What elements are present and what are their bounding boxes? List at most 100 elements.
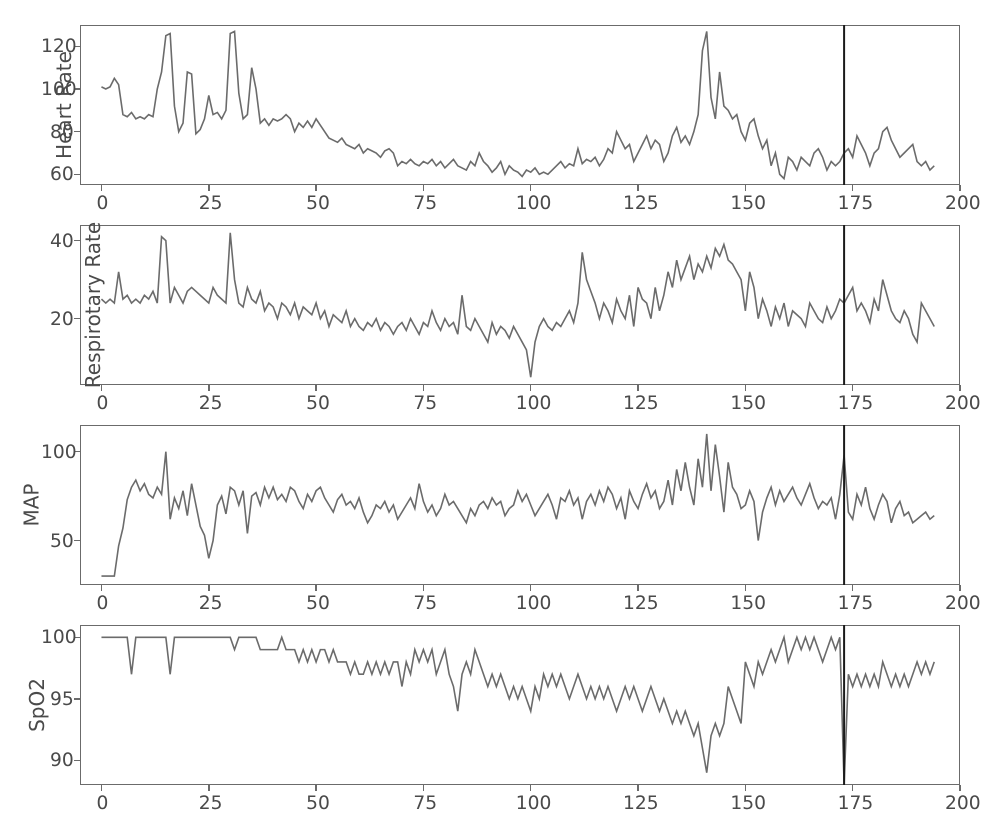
xtick-label: 200 [945,193,981,214]
xtick-label: 100 [516,393,552,414]
chart-svg [80,25,960,185]
xtick-mark [530,585,532,591]
xtick-mark [423,185,425,191]
xtick-mark [959,785,961,791]
xtick-mark [959,585,961,591]
xtick-mark [637,385,639,391]
data-line-spo2 [101,637,934,785]
ytick-label: 100 [41,79,77,100]
xtick-mark [208,585,210,591]
ytick-label: 100 [41,442,77,463]
xtick-label: 200 [945,593,981,614]
xtick-label: 100 [516,793,552,814]
ytick-label: 100 [41,627,77,648]
xtick-label: 50 [306,393,330,414]
xtick-mark [423,585,425,591]
ytick-label: 80 [50,122,74,143]
ytick-label: 90 [50,750,74,771]
xtick-mark [959,385,961,391]
ylabel-spo2: SpO2 [25,678,49,732]
xtick-label: 150 [730,593,766,614]
xtick-label: 0 [96,193,108,214]
xtick-mark [315,385,317,391]
ytick-label: 60 [50,164,74,185]
panel-spo2: SpO290951000255075100125150175200 [80,625,960,785]
xtick-mark [530,785,532,791]
xtick-label: 175 [838,793,874,814]
ytick-mark [74,240,80,242]
xtick-label: 25 [199,793,223,814]
xtick-label: 125 [623,393,659,414]
xtick-mark [101,185,103,191]
panel-map: MAP501000255075100125150175200 [80,425,960,585]
xtick-mark [423,385,425,391]
ytick-label: 120 [41,36,77,57]
xtick-label: 150 [730,193,766,214]
ytick-mark [74,131,80,133]
xtick-mark [637,585,639,591]
xtick-mark [852,785,854,791]
xtick-mark [745,185,747,191]
xtick-label: 75 [413,393,437,414]
ytick-label: 95 [50,689,74,710]
panel-respiratory-rate: Respirotary Rate204002550751001251501752… [80,225,960,385]
xtick-mark [208,785,210,791]
xtick-mark [101,385,103,391]
xtick-mark [315,185,317,191]
xtick-label: 0 [96,393,108,414]
xtick-mark [959,185,961,191]
xtick-label: 75 [413,793,437,814]
ytick-mark [74,760,80,762]
xtick-label: 100 [516,193,552,214]
xtick-mark [208,185,210,191]
xtick-label: 75 [413,593,437,614]
xtick-mark [745,385,747,391]
data-line-heart-rate [101,31,934,178]
xtick-label: 200 [945,793,981,814]
xtick-label: 125 [623,793,659,814]
xtick-label: 125 [623,593,659,614]
xtick-mark [852,585,854,591]
panel-heart-rate: Heart Rate608010012002550751001251501752… [80,25,960,185]
ytick-label: 20 [50,309,74,330]
xtick-mark [315,785,317,791]
xtick-label: 175 [838,593,874,614]
xtick-label: 200 [945,393,981,414]
xtick-mark [852,185,854,191]
xtick-label: 50 [306,593,330,614]
xtick-mark [101,785,103,791]
ytick-mark [74,318,80,320]
figure: Heart Rate 60 80 100 120 0 25 50 75 100 125 150 175 2… [0,0,988,817]
ytick-mark [74,174,80,176]
data-line-respiratory-rate [101,233,934,377]
xtick-label: 150 [730,393,766,414]
ylabel-heart-rate: Heart Rate [52,51,76,159]
xtick-label: 50 [306,793,330,814]
ylabel-map: MAP [20,484,44,527]
chart-svg [80,225,960,385]
xtick-mark [745,585,747,591]
xtick-label: 175 [838,393,874,414]
xtick-mark [530,385,532,391]
xtick-mark [101,585,103,591]
xtick-mark [745,785,747,791]
data-line-map [101,434,934,576]
ytick-mark [74,540,80,542]
xtick-label: 0 [96,593,108,614]
xtick-label: 75 [413,193,437,214]
ytick-label: 50 [50,531,74,552]
chart-svg [80,425,960,585]
xtick-label: 50 [306,193,330,214]
xtick-label: 25 [199,393,223,414]
xtick-label: 125 [623,193,659,214]
xtick-label: 25 [199,593,223,614]
xtick-label: 150 [730,793,766,814]
xtick-label: 25 [199,193,223,214]
xtick-label: 0 [96,793,108,814]
chart-svg [80,625,960,785]
ytick-mark [74,698,80,700]
xtick-label: 100 [516,593,552,614]
xtick-mark [208,385,210,391]
xtick-mark [423,785,425,791]
xtick-label: 175 [838,193,874,214]
